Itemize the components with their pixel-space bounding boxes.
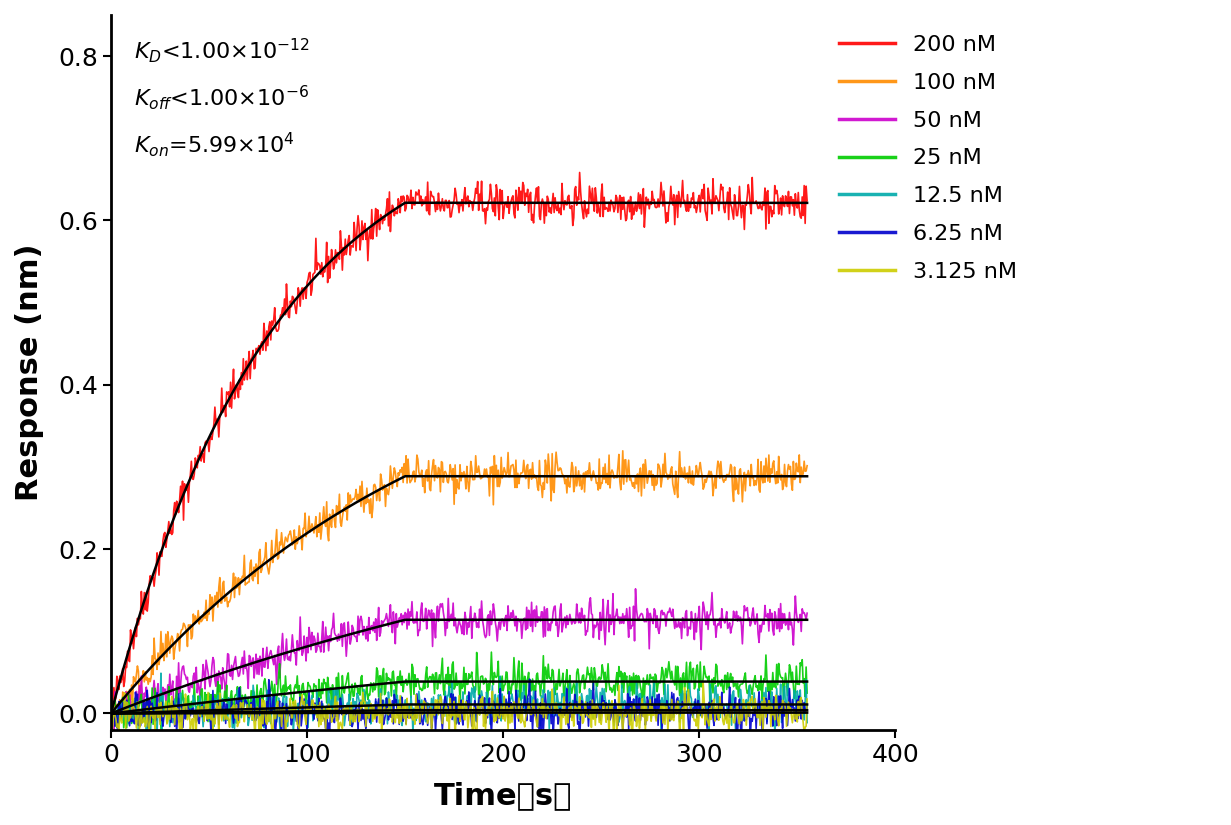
3.125 nM (332, 719, 347, 729)
200 nM (532, 211, 547, 221)
Legend: 200 nM, 100 nM, 50 nM, 25 nM, 12.5 nM, 6.25 nM, 3.125 nM: 200 nM, 100 nM, 50 nM, 25 nM, 12.5 nM, 6… (831, 26, 1025, 290)
3.125 nM (607, 739, 622, 749)
200 nM (458, 199, 473, 209)
50 nM (500, 625, 515, 635)
3.125 nM (103, 705, 118, 715)
3.125 nM (458, 715, 473, 725)
25 nM (484, 647, 499, 657)
100 nM (334, 517, 348, 527)
12.5 nM (724, 690, 739, 700)
3.125 nM (531, 701, 545, 711)
200 nM (800, 196, 815, 205)
6.25 nM (458, 706, 473, 716)
100 nM (103, 710, 118, 719)
12.5 nM (154, 668, 169, 678)
200 nM (572, 167, 587, 177)
12.5 nM (800, 718, 815, 728)
50 nM (458, 614, 473, 624)
200 nM (103, 704, 118, 714)
100 nM (592, 454, 607, 464)
50 nM (592, 634, 607, 644)
100 nM (532, 455, 547, 465)
6.25 nM (532, 724, 547, 734)
25 nM (533, 691, 548, 700)
12.5 nM (334, 704, 348, 714)
3.125 nM (800, 694, 815, 704)
200 nM (105, 706, 119, 716)
6.25 nM (723, 682, 737, 692)
12.5 nM (593, 687, 608, 697)
50 nM (800, 608, 815, 618)
25 nM (800, 688, 815, 698)
100 nM (458, 484, 473, 494)
3.125 nM (696, 677, 710, 687)
6.25 nM (499, 694, 513, 704)
Line: 25 nM: 25 nM (111, 652, 808, 729)
200 nM (593, 211, 608, 221)
3.125 nM (591, 704, 606, 714)
50 nM (103, 712, 118, 722)
100 nM (800, 460, 815, 470)
3.125 nM (499, 707, 513, 717)
25 nM (724, 668, 739, 678)
200 nM (724, 200, 739, 210)
X-axis label: Time（s）: Time（s） (435, 781, 572, 810)
Text: $K_D$<1.00×10$^{-12}$
$K_{off}$<1.00×10$^{-6}$
$K_{on}$=5.99×10$^4$: $K_D$<1.00×10$^{-12}$ $K_{off}$<1.00×10$… (134, 36, 310, 158)
Y-axis label: Response (nm): Response (nm) (15, 243, 44, 502)
12.5 nM (459, 691, 474, 701)
6.25 nM (522, 674, 537, 684)
50 nM (532, 612, 547, 622)
Line: 12.5 nM: 12.5 nM (111, 673, 808, 740)
12.5 nM (204, 735, 219, 745)
6.25 nM (332, 705, 347, 714)
Line: 3.125 nM: 3.125 nM (111, 682, 808, 744)
6.25 nM (800, 700, 815, 710)
Line: 200 nM: 200 nM (111, 172, 808, 711)
6.25 nM (734, 735, 748, 745)
25 nM (501, 689, 516, 699)
Line: 100 nM: 100 nM (111, 450, 808, 719)
200 nM (500, 202, 515, 212)
25 nM (458, 668, 473, 678)
6.25 nM (592, 704, 607, 714)
3.125 nM (724, 701, 739, 711)
200 nM (334, 226, 348, 236)
25 nM (103, 703, 118, 713)
50 nM (724, 628, 739, 638)
12.5 nM (533, 721, 548, 731)
25 nM (334, 700, 348, 710)
25 nM (154, 724, 169, 734)
12.5 nM (103, 706, 118, 716)
Line: 50 nM: 50 nM (111, 589, 808, 732)
100 nM (724, 460, 739, 469)
50 nM (334, 630, 348, 640)
100 nM (113, 714, 128, 724)
50 nM (628, 584, 643, 594)
50 nM (107, 727, 122, 737)
6.25 nM (103, 709, 118, 719)
Line: 6.25 nM: 6.25 nM (111, 679, 808, 740)
25 nM (593, 675, 608, 685)
12.5 nM (501, 718, 516, 728)
100 nM (616, 446, 630, 455)
100 nM (500, 468, 515, 478)
